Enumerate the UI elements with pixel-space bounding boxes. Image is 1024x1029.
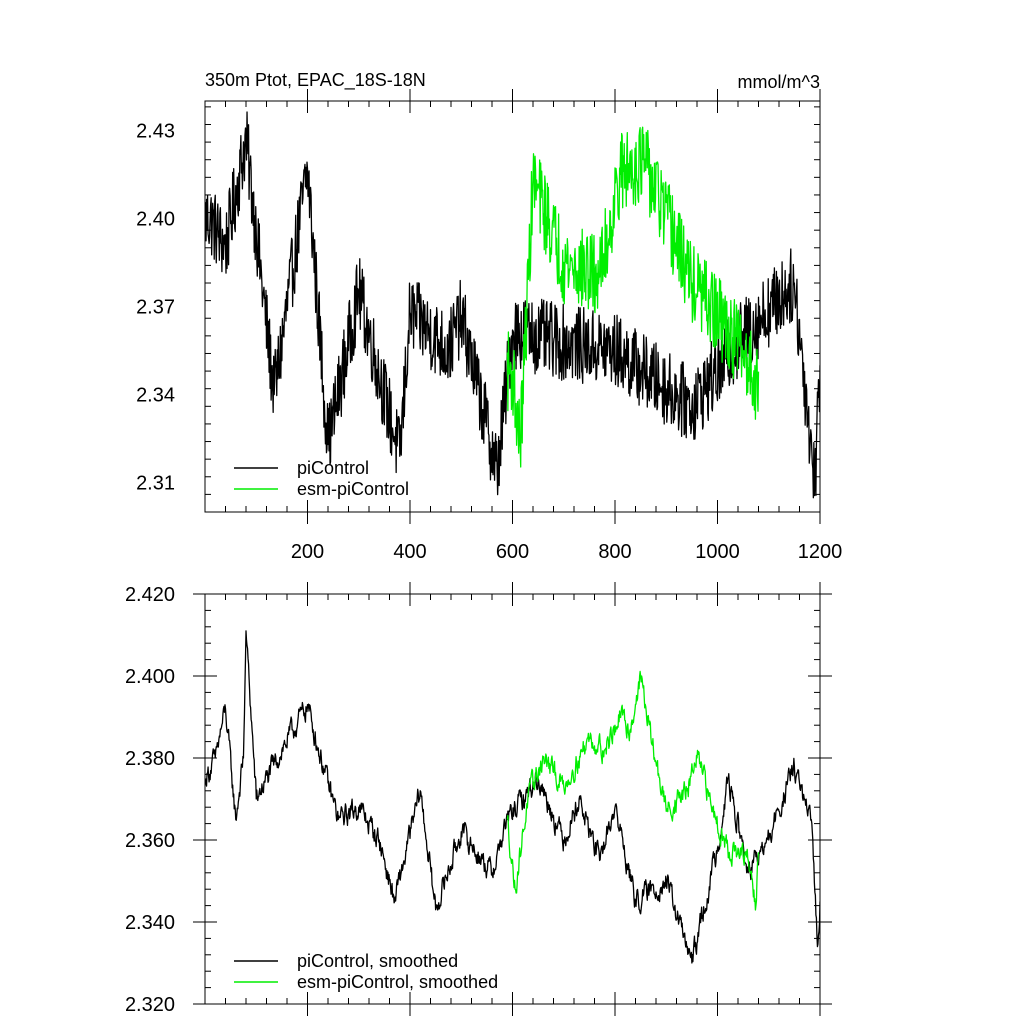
panel-top: 200 400 600 800 1000 1200 2.31 2.34 2.37 2.40 2.43… — [136, 89, 842, 563]
x-tick-label: 200 — [291, 541, 324, 563]
legend-label: piControl, smoothed — [297, 951, 458, 971]
series-line-picontrol — [205, 111, 820, 499]
y-tick-label: 2.400 — [125, 666, 175, 688]
x-tick-label: 800 — [598, 541, 631, 563]
chart-title: 350m Ptot, EPAC_18S-18N — [205, 70, 426, 91]
y-tick-label: 2.380 — [125, 748, 175, 770]
chart-units-label: mmol/m^3 — [738, 72, 820, 92]
y-tick-label: 2.31 — [136, 473, 175, 495]
panel-bottom: 2.320 2.340 2.360 2.380 2.400 2.420 piControl,… — [125, 582, 832, 1016]
x-tick-label: 400 — [393, 541, 426, 563]
series-line-esm-picontrol-smoothed — [506, 670, 760, 911]
y-tick-label: 2.40 — [136, 208, 175, 230]
y-tick-label: 2.43 — [136, 120, 175, 142]
y-tick-label: 2.340 — [125, 912, 175, 934]
x-tick-label: 600 — [496, 541, 529, 563]
legend-label: piControl — [297, 458, 369, 478]
y-tick-label: 2.360 — [125, 830, 175, 852]
y-tick-label: 2.320 — [125, 994, 175, 1016]
legend-label: esm-piControl — [297, 479, 409, 499]
series-line-esm-picontrol — [506, 126, 760, 468]
y-tick-label: 2.420 — [125, 584, 175, 606]
legend-label: esm-piControl, smoothed — [297, 972, 498, 992]
x-tick-label: 1000 — [695, 541, 740, 563]
y-tick-label: 2.37 — [136, 297, 175, 319]
y-tick-label: 2.34 — [136, 385, 175, 407]
x-tick-label: 1200 — [798, 541, 843, 563]
series-line-picontrol-smoothed — [205, 630, 820, 964]
